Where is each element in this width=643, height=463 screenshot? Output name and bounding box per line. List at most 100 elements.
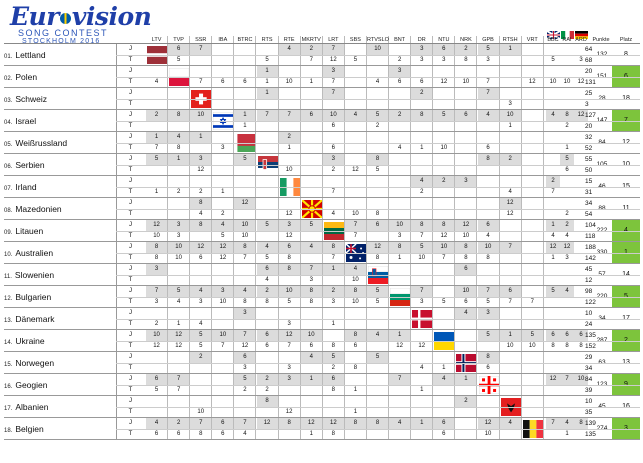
- televote-vote-cell: [478, 121, 500, 132]
- jury-vote-cell: 2: [256, 374, 279, 385]
- jury-vote-cell: [478, 396, 500, 407]
- televote-vote-cell: [190, 99, 213, 110]
- jury-vote-cell: 10: [455, 286, 478, 297]
- televote-vote-cell: 3: [212, 143, 235, 154]
- jury-vote-cell: [367, 176, 390, 187]
- televote-sum: 142: [585, 255, 596, 262]
- jury-vote-cell: [146, 352, 169, 363]
- televote-vote-cell: [411, 121, 434, 132]
- jury-vote-cell: 4: [499, 418, 522, 429]
- televote-sum: 118: [585, 233, 596, 240]
- televote-vote-cell: [345, 121, 367, 132]
- televote-vote-cell: 10: [411, 253, 434, 264]
- entry-number: 09.: [4, 230, 13, 236]
- televote-vote-cell: [455, 385, 478, 396]
- jury-vote-cell: 12: [168, 330, 191, 341]
- jury-vote-cell: 1: [499, 44, 522, 55]
- televote-vote-cell: [234, 187, 257, 198]
- placement: 11: [612, 198, 640, 220]
- jury-vote-cell: 5: [367, 286, 390, 297]
- jury-marker: J: [116, 286, 144, 297]
- televote-vote-cell: [257, 429, 279, 440]
- extra-jury-vote-cell: [560, 396, 574, 407]
- jury-vote-cell: [455, 330, 478, 341]
- jury-vote-cell: 6: [168, 44, 191, 55]
- televote-vote-cell: 1: [212, 187, 235, 198]
- televote-vote-cell: 5: [257, 55, 279, 66]
- televote-vote-cell: 7: [234, 253, 257, 264]
- jury-vote-cell: [301, 176, 323, 187]
- jury-vote-cell: 7: [278, 110, 301, 121]
- televote-vote-cell: [345, 429, 367, 440]
- televote-vote-cell: 6: [411, 77, 434, 88]
- extra-jury-vote-cell: 2: [560, 220, 574, 231]
- gb-flag-icon: [545, 26, 561, 40]
- jury-vote-cell: [433, 66, 456, 77]
- televote-vote-cell: [234, 143, 257, 154]
- televote-vote-cell: [433, 407, 456, 418]
- row-divider: [4, 417, 640, 418]
- televote-vote-cell: [478, 275, 500, 286]
- column-header-ntu: NTU: [433, 36, 456, 44]
- jury-vote-cell: 3: [168, 220, 191, 231]
- country-name: Schweiz: [15, 94, 47, 104]
- extra-jury-vote-cell: [546, 264, 560, 275]
- country-name: Irland: [15, 182, 37, 192]
- column-header-btrc: BTRC: [234, 36, 257, 44]
- jury-vote-cell: 6: [278, 242, 301, 253]
- televote-vote-cell: 2: [146, 319, 169, 330]
- row-divider: [4, 395, 640, 396]
- jury-vote-cell: [146, 308, 169, 319]
- televote-vote-cell: 12: [389, 341, 412, 352]
- jury-vote-cell: 6: [433, 44, 456, 55]
- televote-vote-cell: 1: [168, 319, 191, 330]
- televote-vote-cell: 8: [168, 143, 191, 154]
- jury-vote-cell: [146, 66, 169, 77]
- jury-vote-cell: 7: [190, 44, 213, 55]
- entry-number: 06.: [4, 164, 13, 170]
- half-row-divider: [116, 385, 640, 386]
- jury-vote-cell: 1: [300, 374, 323, 385]
- televote-vote-cell: [257, 319, 279, 330]
- jury-vote-cell: [279, 352, 301, 363]
- televote-vote-cell: [433, 121, 456, 132]
- jury-vote-cell: 1: [234, 110, 257, 121]
- televote-vote-cell: 6: [212, 429, 235, 440]
- televote-vote-cell: [146, 407, 169, 418]
- televote-vote-cell: [522, 407, 544, 418]
- televote-vote-cell: [478, 319, 500, 330]
- televote-vote-cell: [455, 275, 478, 286]
- country-label: 11. Slowenien: [4, 264, 114, 286]
- jury-vote-cell: [345, 44, 367, 55]
- row-divider: [4, 219, 640, 220]
- jury-vote-cell: [478, 374, 500, 385]
- country-name: Geogien: [15, 380, 48, 390]
- country-label: 18. Belgien: [4, 418, 114, 440]
- televote-vote-cell: 2: [234, 385, 257, 396]
- televote-vote-cell: [301, 407, 323, 418]
- half-row-divider: [116, 407, 640, 408]
- televote-vote-cell: [500, 165, 522, 176]
- televote-vote-cell: 10: [279, 77, 301, 88]
- televote-vote-cell: 4: [234, 429, 257, 440]
- country-name: Bulgarien: [15, 292, 52, 302]
- televote-vote-cell: [367, 385, 390, 396]
- televote-marker: T: [116, 297, 144, 308]
- column-header-mkrtv: MKRTV: [301, 36, 323, 44]
- televote-vote-cell: 5: [279, 297, 301, 308]
- televote-vote-cell: [389, 187, 412, 198]
- televote-vote-cell: [522, 187, 544, 198]
- jury-vote-cell: 7: [477, 88, 500, 99]
- country-name: Norwegen: [15, 358, 55, 368]
- entry-number: 11.: [4, 274, 12, 280]
- jury-vote-cell: 10: [477, 242, 500, 253]
- televote-vote-cell: 3: [279, 363, 301, 374]
- jury-vote-cell: [234, 132, 257, 143]
- televote-vote-cell: [234, 209, 257, 220]
- televote-vote-cell: [301, 143, 323, 154]
- televote-vote-cell: 2: [190, 187, 213, 198]
- country-label: 03. Schweiz: [4, 88, 114, 110]
- televote-vote-cell: 10: [500, 341, 522, 352]
- logo-title-part2: vision: [71, 2, 152, 31]
- televote-marker: T: [116, 187, 144, 198]
